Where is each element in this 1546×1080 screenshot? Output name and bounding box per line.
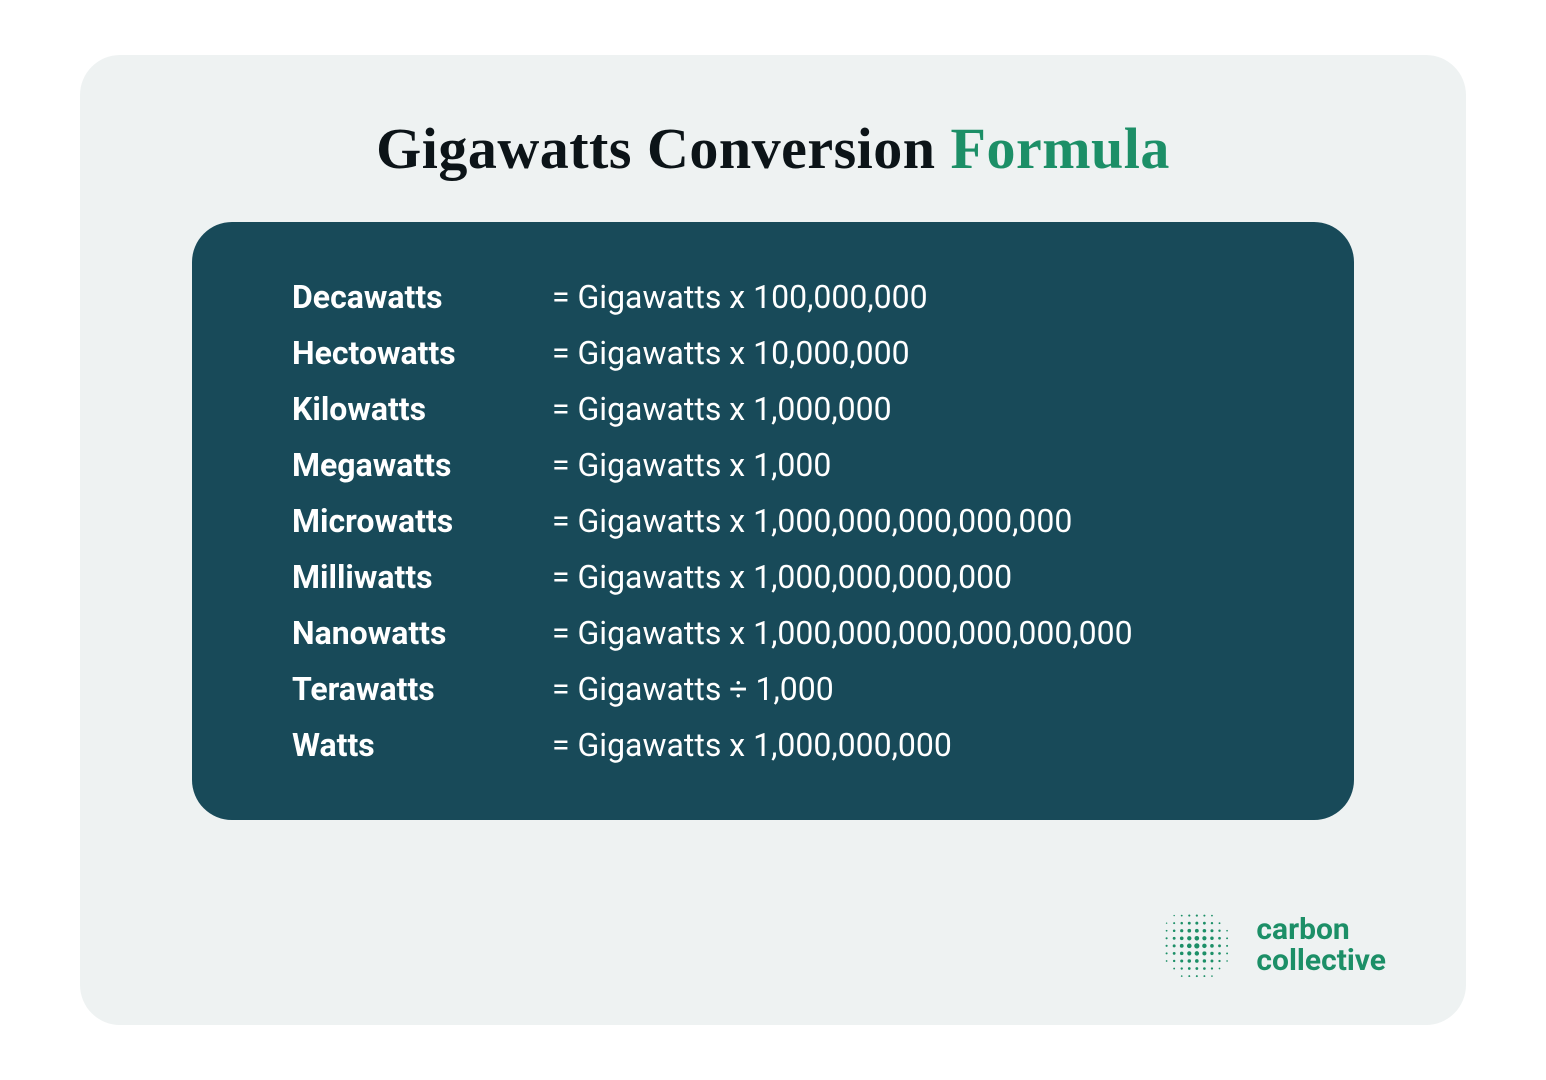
formula-label: Kilowatts xyxy=(292,390,552,428)
formula-label: Nanowatts xyxy=(292,614,552,652)
formula-value: = Gigawatts x 1,000,000,000,000,000 xyxy=(552,502,1284,540)
page-title: Gigawatts Conversion Formula xyxy=(180,115,1366,182)
formula-value: = Gigawatts x 1,000 xyxy=(552,446,1284,484)
formula-label: Milliwatts xyxy=(292,558,552,596)
infographic-card: Gigawatts Conversion Formula Decawatts= … xyxy=(80,55,1466,1025)
formula-label: Terawatts xyxy=(292,670,552,708)
formula-label: Megawatts xyxy=(292,446,552,484)
formula-label: Hectowatts xyxy=(292,334,552,372)
formula-label: Watts xyxy=(292,726,552,764)
formula-value: = Gigawatts x 10,000,000 xyxy=(552,334,1284,372)
title-accent: Formula xyxy=(951,116,1170,181)
brand-logo: carbon collective xyxy=(1154,903,1386,987)
formula-value: = Gigawatts x 1,000,000,000,000 xyxy=(552,558,1284,596)
formula-rows: Decawatts= Gigawatts x 100,000,000Hectow… xyxy=(292,278,1284,764)
formula-label: Decawatts xyxy=(292,278,552,316)
brand-name: carbon collective xyxy=(1256,914,1386,977)
formula-value: = Gigawatts x 100,000,000 xyxy=(552,278,1284,316)
formula-value: = Gigawatts ÷ 1,000 xyxy=(552,670,1284,708)
brand-line-2: collective xyxy=(1256,945,1386,977)
formula-label: Microwatts xyxy=(292,502,552,540)
formula-value: = Gigawatts x 1,000,000 xyxy=(552,390,1284,428)
globe-dots-icon xyxy=(1154,903,1238,987)
brand-line-1: carbon xyxy=(1256,914,1386,946)
formula-value: = Gigawatts x 1,000,000,000 xyxy=(552,726,1284,764)
formula-value: = Gigawatts x 1,000,000,000,000,000,000 xyxy=(552,614,1284,652)
title-prefix: Gigawatts Conversion xyxy=(376,116,950,181)
formula-panel: Decawatts= Gigawatts x 100,000,000Hectow… xyxy=(192,222,1354,820)
